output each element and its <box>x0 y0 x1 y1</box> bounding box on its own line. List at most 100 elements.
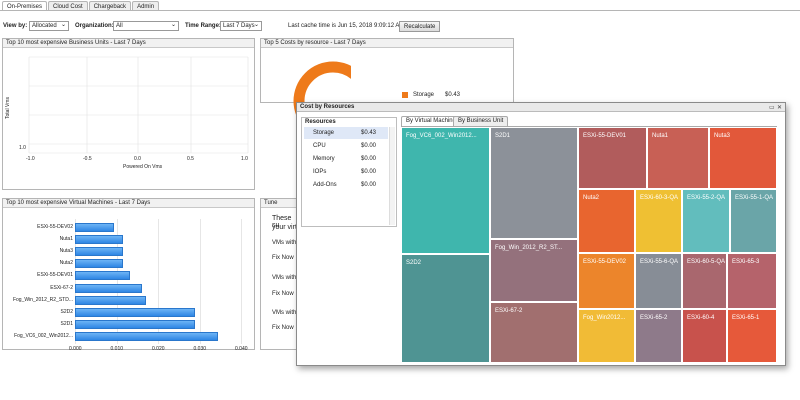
storage-legend-swatch <box>402 92 408 98</box>
treemap-tile-label: ESXi-60-5-QA <box>687 259 726 265</box>
treemap-tile-label: ESXi-55-DEV02 <box>583 259 627 265</box>
treemap-tile[interactable]: Nuta2 <box>578 189 635 253</box>
vm-chart-bar[interactable] <box>75 223 115 232</box>
treemap-tile[interactable]: S2D2 <box>401 254 490 363</box>
treemap-tile-label: ESXi-55-1-QA <box>735 195 774 201</box>
treemap-tile[interactable]: Nuta3 <box>709 127 777 189</box>
organization-value: All <box>116 23 123 29</box>
vm-panel: Top 10 most expensive Virtual Machines -… <box>2 198 255 352</box>
vm-chart-category-label: Nuta1 <box>59 236 73 243</box>
resource-row-memory[interactable]: Memory $0.00 <box>304 153 388 165</box>
vm-chart-category-label: S2D2 <box>60 308 73 315</box>
close-icon[interactable]: ✕ <box>777 105 783 111</box>
treemap-tile[interactable]: ESXi-60-3-QA <box>635 189 682 253</box>
vm-chart-bar[interactable] <box>75 235 123 245</box>
treemap-tile[interactable]: Nuta1 <box>647 127 709 189</box>
resources-header: Resources <box>305 119 336 125</box>
treemap-tile[interactable]: Fog_Win2012... <box>578 309 635 363</box>
vm-chart-bar[interactable] <box>75 331 219 341</box>
vm-chart-gridline <box>75 219 76 344</box>
vm-chart-category-label: Nuta3 <box>59 248 73 255</box>
vm-chart-bar[interactable] <box>75 259 123 269</box>
fix-now-link[interactable]: Fix Now <box>272 325 294 331</box>
fix-now-link[interactable]: Fix Now <box>272 255 294 261</box>
treemap-tile-label: S2D1 <box>495 133 511 139</box>
chevron-down-icon: ⌄ <box>253 22 259 28</box>
treemap-tile[interactable]: S2D1 <box>490 127 578 239</box>
tab-chargeback[interactable]: Chargeback <box>88 1 132 11</box>
treemap-tile[interactable]: ESXi-55-1-QA <box>730 189 777 253</box>
tab-divider <box>401 126 777 127</box>
treemap-tile-label: Fog_Win_2012_R2_ST... <box>495 245 563 251</box>
resource-row-storage[interactable]: Storage $0.43 <box>304 127 388 139</box>
vm-chart-category-label: Fog_Win_2012_R2_STD... <box>12 296 73 303</box>
resource-row-cpu[interactable]: CPU $0.00 <box>304 140 388 152</box>
treemap-tile-label: ESXi-65-1 <box>732 315 760 321</box>
chevron-down-icon: ⌄ <box>60 22 66 28</box>
minimize-icon[interactable]: ▭ <box>769 105 775 111</box>
filter-toolbar: View by: Allocated ⌄ Organization: All ⌄… <box>3 20 793 32</box>
organization-label: Organization: <box>75 23 114 29</box>
vm-chart-xtick: 0.020 <box>152 346 165 352</box>
treemap-tile[interactable]: ESXi-55-2-QA <box>682 189 730 253</box>
treemap-tile-label: ESXi-55-DEV01 <box>583 133 627 139</box>
treemap-tile[interactable]: ESXi-65-2 <box>635 309 682 363</box>
resource-name: Add-Ons <box>313 182 337 188</box>
fix-now-link[interactable]: Fix Now <box>272 291 294 297</box>
treemap-tile-label: ESXi-65-3 <box>732 259 760 265</box>
vm-chart-bar[interactable] <box>75 283 143 293</box>
vm-chart-bar[interactable] <box>75 247 123 257</box>
treemap-tile[interactable]: ESXi-55-DEV01 <box>578 127 647 189</box>
bu-xtick: -0.5 <box>83 156 92 162</box>
resources-scrollbar[interactable] <box>389 127 395 225</box>
cost-treemap: Fog_VC6_002_Win2012... S2D2 S2D1 Fog_Win_20… <box>401 127 777 365</box>
resource-name: IOPs <box>313 169 327 175</box>
treemap-tile[interactable]: ESXi-65-3 <box>727 253 777 309</box>
bu-ytick: 1.0 <box>19 145 26 151</box>
vm-chart-xtick: 0.000 <box>69 346 82 352</box>
tab-cloud-cost[interactable]: Cloud Cost <box>48 1 88 11</box>
vm-chart-gridline <box>199 219 201 344</box>
recalculate-button[interactable]: Recalculate <box>399 21 441 32</box>
treemap-tile[interactable]: ESXi-60-4 <box>682 309 727 363</box>
resources-list: Resources Storage $0.43 CPU $0.00 Memory… <box>301 117 397 227</box>
vm-chart-bar[interactable] <box>75 319 196 329</box>
vm-chart-gridline <box>158 219 159 344</box>
vm-chart-xtick: 0.010 <box>110 346 124 352</box>
vm-bar-chart: 0.000 0.010 0.020 0.030 0.040 ESXi-55-DEV02 Nu… <box>3 209 254 352</box>
bu-panel-title: Top 10 most expensive Business Units - L… <box>3 39 254 48</box>
tab-on-premises[interactable]: On-Premises <box>2 1 48 11</box>
cost-by-resources-dialog: Cost by Resources ▭ ✕ Resources Storage … <box>296 102 786 366</box>
resource-panel: Top 5 Costs by resource - Last 7 Days St… <box>260 38 514 119</box>
vm-chart-bar[interactable] <box>75 307 196 317</box>
tune-item-label: VMs with <box>272 240 297 246</box>
time-range-select[interactable]: Last 7 Days ⌄ <box>220 21 262 31</box>
treemap-tile[interactable]: ESXi-55-DEV02 <box>578 253 635 309</box>
tune-intro-line1: These su <box>272 215 292 229</box>
treemap-tile[interactable]: Fog_VC6_002_Win2012... <box>401 127 490 254</box>
treemap-tile[interactable]: ESXi-55-6-QA <box>635 253 682 309</box>
treemap-tile-label: ESXi-65-2 <box>640 315 668 321</box>
vm-chart-bar[interactable] <box>75 271 130 281</box>
resource-row-iops[interactable]: IOPs $0.00 <box>304 166 388 178</box>
view-by-value: Allocated <box>32 23 57 29</box>
treemap-tile[interactable]: ESXi-60-5-QA <box>682 253 727 309</box>
treemap-tile[interactable]: ESXi-65-1 <box>727 309 777 363</box>
treemap-tile[interactable]: ESXi-67-2 <box>490 302 578 363</box>
bu-chart <box>28 56 249 154</box>
bu-xtick: 0.5 <box>187 156 194 162</box>
vm-chart-bar[interactable] <box>75 295 146 305</box>
tab-by-virtual-machine[interactable]: By Virtual Machine <box>401 116 461 126</box>
resource-row-add-ons[interactable]: Add-Ons $0.00 <box>304 179 388 191</box>
treemap-tile-label: ESXi-55-2-QA <box>687 195 726 201</box>
vm-chart-category-label: ESXi-67-2 <box>50 284 73 291</box>
resource-value: $0.00 <box>361 143 377 149</box>
tune-panel: Tune These su your virt VMs with Fix Now… <box>260 198 300 350</box>
tab-by-business-unit[interactable]: By Business Unit <box>453 116 509 126</box>
organization-select[interactable]: All ⌄ <box>113 21 179 31</box>
tab-admin[interactable]: Admin <box>132 1 160 11</box>
resource-panel-title: Top 5 Costs by resource - Last 7 Days <box>261 39 513 48</box>
resource-name: Storage <box>313 130 335 136</box>
treemap-tile[interactable]: Fog_Win_2012_R2_ST... <box>490 239 578 302</box>
view-by-select[interactable]: Allocated ⌄ <box>29 21 69 31</box>
